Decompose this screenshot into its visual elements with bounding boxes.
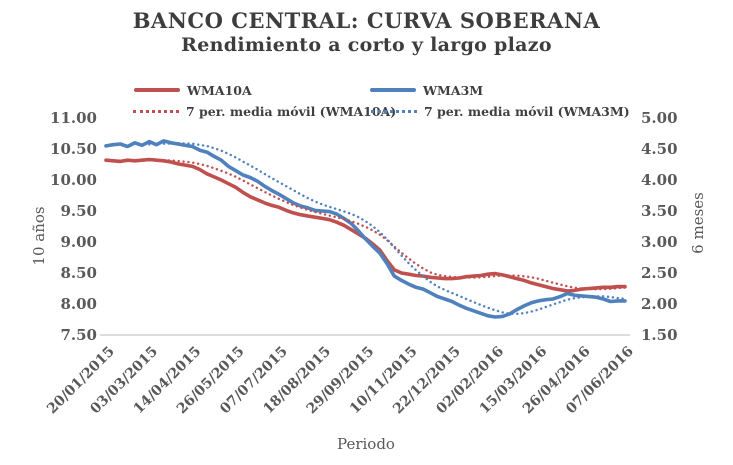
svg-text:9.00: 9.00: [60, 233, 97, 251]
y-axis-left-title: 10 años: [30, 206, 48, 265]
svg-text:8.50: 8.50: [60, 264, 97, 282]
legend-label: WMA10A: [187, 82, 252, 98]
series-line-wma10a: [104, 157, 627, 293]
svg-text:2.00: 2.00: [641, 295, 678, 313]
legend-item-ma-wma3m: 7 per. media móvil (WMA3M): [371, 102, 630, 120]
svg-text:5.00: 5.00: [641, 109, 678, 127]
svg-text:4.50: 4.50: [641, 140, 678, 158]
y-axis-right-title: 6 meses: [689, 192, 707, 254]
wma3m-line-swatch: [370, 88, 416, 92]
svg-text:9.50: 9.50: [60, 202, 97, 220]
svg-text:8.00: 8.00: [60, 295, 97, 313]
svg-text:3.50: 3.50: [641, 202, 678, 220]
y-axis-right-ticks: 5.00 4.50 4.00 3.50 3.00 2.50 2.00 1.50: [641, 109, 678, 344]
svg-text:4.00: 4.00: [641, 171, 678, 189]
y-axis-left-ticks: 11.00 10.50 10.00 9.50 9.00 8.50 8.00 7.50: [50, 109, 97, 344]
svg-text:11.00: 11.00: [50, 109, 97, 127]
svg-text:3.00: 3.00: [641, 233, 678, 251]
svg-text:10.50: 10.50: [50, 140, 97, 158]
ma-dotted-line-wma10a: [148, 159, 627, 291]
legend-item-ma-wma10a: 7 per. media móvil (WMA10A): [133, 102, 396, 120]
legend-label: 7 per. media móvil (WMA10A): [186, 103, 397, 119]
wma10a-ma-dotted-swatch: [133, 109, 179, 113]
ma-dotted-line-wma3m: [148, 141, 627, 316]
svg-text:10.00: 10.00: [50, 171, 97, 189]
wma10a-line-swatch: [134, 88, 180, 92]
legend-item-wma3m: WMA3M: [370, 81, 483, 99]
legend-label: WMA3M: [423, 82, 484, 98]
legend-item-wma10a: WMA10A: [134, 81, 252, 99]
chart-title: BANCO CENTRAL: CURVA SOBERANA: [132, 8, 601, 33]
legend-label: 7 per. media móvil (WMA3M): [424, 103, 630, 119]
x-axis-title: Periodo: [337, 435, 395, 453]
chart-subtitle: Rendimiento a corto y largo plazo: [181, 34, 552, 56]
x-axis-labels: 20/01/201503/03/201514/04/201526/05/2015…: [44, 344, 637, 418]
svg-text:2.50: 2.50: [641, 264, 678, 282]
svg-text:7.50: 7.50: [60, 326, 97, 344]
wma3m-ma-dotted-swatch: [371, 109, 417, 113]
svg-text:1.50: 1.50: [641, 326, 678, 344]
series-line-wma3m: [104, 139, 627, 319]
